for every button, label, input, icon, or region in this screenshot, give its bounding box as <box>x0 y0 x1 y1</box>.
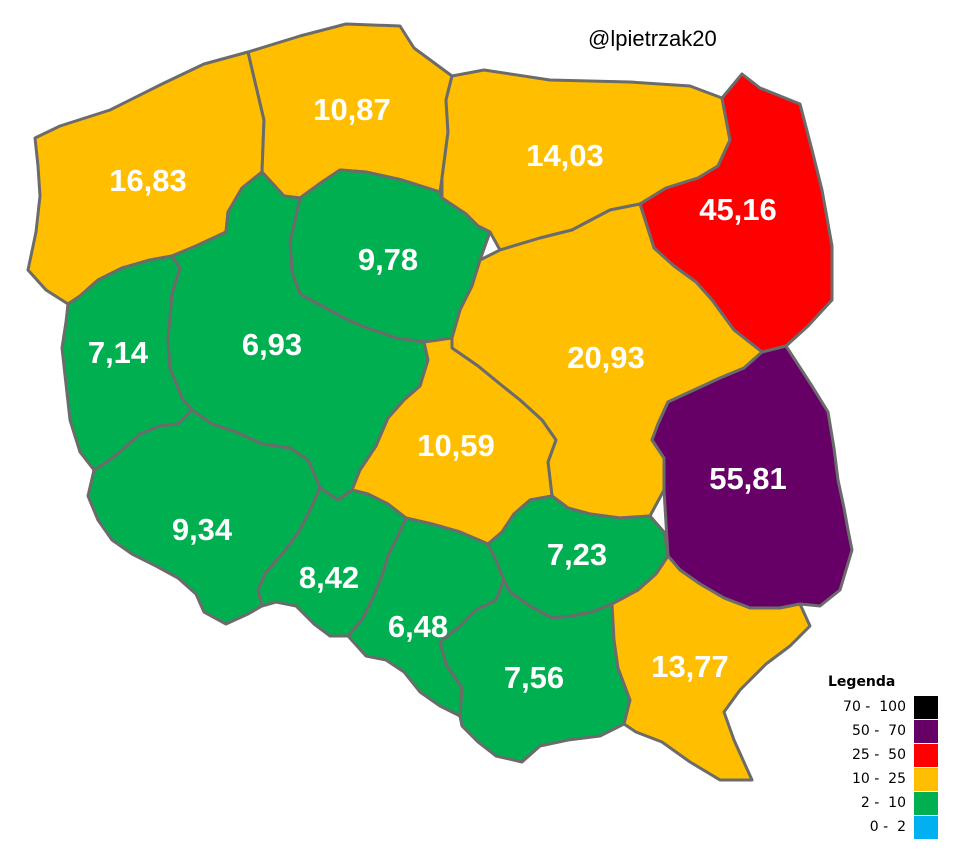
legend-color-swatch <box>914 791 938 815</box>
legend-color-swatch <box>914 743 938 767</box>
region-value-label: 8,42 <box>299 560 359 595</box>
legend-color-swatch <box>914 767 938 791</box>
author-handle: @lpietrzak20 <box>588 26 717 51</box>
legend-rows: 70 - 100 50 - 70 25 - 50 10 - 25 2 - 10 0 - 2 <box>818 695 950 839</box>
region-value-label: 7,56 <box>504 660 564 695</box>
region-value-label: 45,16 <box>699 192 777 227</box>
region-value-label: 6,48 <box>388 609 448 644</box>
legend-row: 50 - 70 <box>818 719 950 743</box>
legend: Legenda 70 - 100 50 - 70 25 - 50 10 - 25 2 -… <box>818 674 950 839</box>
region-value-label: 9,78 <box>358 242 418 277</box>
region-value-label: 7,14 <box>88 335 149 370</box>
region-value-label: 10,87 <box>313 92 391 127</box>
legend-range-label: 0 - 2 <box>869 819 906 835</box>
legend-range-label: 50 - 70 <box>851 723 906 739</box>
legend-row: 25 - 50 <box>818 743 950 767</box>
region-malopolskie[interactable] <box>438 578 632 764</box>
region-value-label: 10,59 <box>417 428 495 463</box>
region-value-label: 20,93 <box>567 340 645 375</box>
legend-color-swatch <box>914 695 938 719</box>
region-podkarpackie[interactable] <box>610 554 812 782</box>
legend-range-label: 10 - 25 <box>851 771 906 787</box>
legend-color-swatch <box>914 815 938 839</box>
legend-range-label: 70 - 100 <box>843 699 906 715</box>
legend-row: 2 - 10 <box>818 791 950 815</box>
region-value-label: 13,77 <box>651 649 729 684</box>
legend-color-swatch <box>914 719 938 743</box>
legend-row: 70 - 100 <box>818 695 950 719</box>
legend-row: 0 - 2 <box>818 815 950 839</box>
region-value-label: 7,23 <box>547 537 607 572</box>
region-value-label: 55,81 <box>709 461 787 496</box>
legend-row: 10 - 25 <box>818 767 950 791</box>
region-value-label: 9,34 <box>172 512 233 547</box>
legend-range-label: 25 - 50 <box>851 747 906 763</box>
region-value-label: 6,93 <box>242 327 302 362</box>
region-value-label: 14,03 <box>526 138 604 173</box>
region-value-label: 16,83 <box>109 163 187 198</box>
legend-range-label: 2 - 10 <box>860 795 906 811</box>
legend-title: Legenda <box>828 674 896 690</box>
